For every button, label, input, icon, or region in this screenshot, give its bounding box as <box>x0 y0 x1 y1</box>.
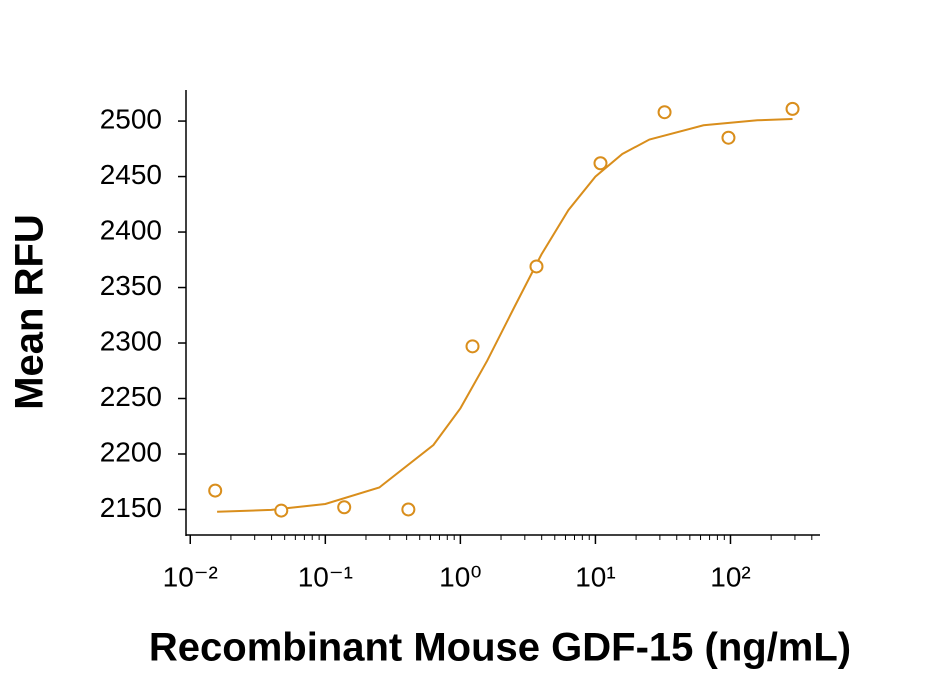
data-point <box>274 503 289 518</box>
data-point <box>721 130 736 145</box>
x-tick-label: 10⁻¹ <box>298 561 353 592</box>
fit-curve <box>217 118 793 513</box>
y-tick-label: 2200 <box>100 436 162 467</box>
y-tick-label: 2150 <box>100 492 162 523</box>
y-axis-label: Mean RFU <box>8 214 52 410</box>
y-tick-label: 2250 <box>100 381 162 412</box>
x-tick-label: 10⁰ <box>439 561 481 592</box>
data-point <box>337 500 352 515</box>
data-point <box>529 259 544 274</box>
y-tick-label: 2500 <box>100 103 162 134</box>
data-point <box>657 105 672 120</box>
x-tick-label: 10⁻² <box>163 561 218 592</box>
y-tick-label: 2350 <box>100 270 162 301</box>
x-axis-label: Recombinant Mouse GDF-15 (ng/mL) <box>149 626 851 670</box>
data-point <box>593 156 608 171</box>
x-tick-label: 10² <box>710 561 750 592</box>
y-tick-label: 2450 <box>100 159 162 190</box>
y-tick-label: 2300 <box>100 325 162 356</box>
data-point <box>208 483 223 498</box>
data-point <box>465 339 480 354</box>
x-tick-label: 10¹ <box>575 561 615 592</box>
data-point <box>401 502 416 517</box>
y-tick-label: 2400 <box>100 214 162 245</box>
data-point <box>785 101 800 116</box>
